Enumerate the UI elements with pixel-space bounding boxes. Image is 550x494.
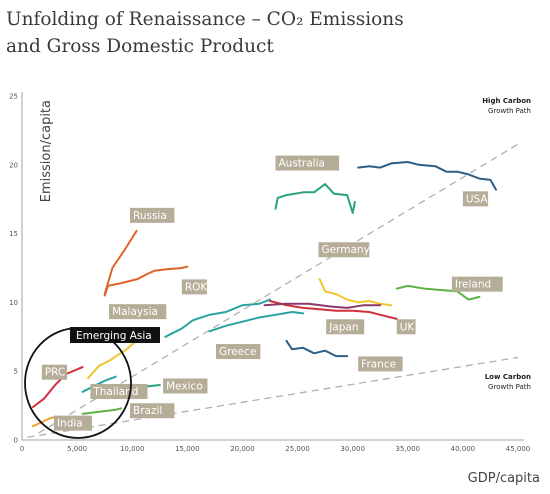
country-label-text: Germany bbox=[321, 244, 369, 256]
x-tick-label: 10,000 bbox=[120, 445, 145, 453]
country-label-text: Thailand bbox=[92, 386, 138, 398]
series-line bbox=[395, 284, 481, 301]
series-line bbox=[103, 265, 189, 297]
y-axis-label: Emission/capita bbox=[39, 100, 54, 202]
high-carbon-subtitle: Growth Path bbox=[488, 107, 531, 115]
y-tick-label: 10 bbox=[9, 299, 18, 307]
country-label-bg bbox=[318, 242, 370, 258]
country-label-bg bbox=[326, 319, 365, 335]
country-label: India bbox=[53, 415, 92, 431]
country-label-bg bbox=[130, 207, 175, 223]
y-tick-label: 5 bbox=[14, 368, 18, 376]
country-label-text: USA bbox=[466, 193, 489, 205]
country-label: Ireland bbox=[451, 276, 503, 292]
series-line bbox=[274, 183, 356, 214]
country-label: France bbox=[358, 356, 403, 372]
y-tick-label: 25 bbox=[9, 93, 18, 101]
x-tick-label: 5,000 bbox=[67, 445, 87, 453]
country-label-bg bbox=[53, 415, 92, 431]
country-label: Malaysia bbox=[109, 304, 167, 320]
reference-line bbox=[38, 143, 519, 434]
country-label-text: Malaysia bbox=[112, 306, 158, 318]
annotations: Emerging Asia High Carbon Growth Path Low C… bbox=[24, 97, 531, 439]
country-label-text: Japan bbox=[328, 321, 358, 333]
series-line bbox=[164, 298, 271, 338]
x-tick-label: 35,000 bbox=[396, 445, 421, 453]
country-label: USA bbox=[462, 191, 489, 207]
country-label-text: Australia bbox=[279, 158, 325, 170]
country-label-bg bbox=[163, 378, 208, 394]
low-carbon-title: Low Carbon bbox=[485, 373, 531, 381]
axes-group: 0 5,000 10,000 15,000 20,000 25,000 30,000 35,0… bbox=[9, 92, 540, 486]
x-tick-label: 0 bbox=[20, 445, 24, 453]
series-line bbox=[32, 366, 84, 408]
country-label-bg bbox=[396, 319, 416, 335]
y-tick-label: 20 bbox=[9, 161, 18, 169]
country-label: Greece bbox=[215, 344, 261, 360]
country-label-text: Greece bbox=[219, 346, 256, 358]
country-label: Mexico bbox=[163, 378, 208, 394]
country-label-text: France bbox=[361, 358, 396, 370]
title-line-2: and Gross Domestic Product bbox=[6, 36, 274, 57]
country-label-bg bbox=[275, 155, 340, 171]
reference-lines bbox=[27, 143, 519, 438]
series-line bbox=[103, 229, 138, 296]
series-line bbox=[81, 407, 123, 415]
country-label-text: UK bbox=[400, 321, 416, 333]
country-label-text: India bbox=[57, 418, 83, 430]
y-tick-label: 0 bbox=[14, 437, 18, 445]
emerging-asia-label-bg bbox=[70, 327, 160, 343]
x-tick-label: 20,000 bbox=[230, 445, 255, 453]
country-label: Germany bbox=[318, 242, 370, 258]
high-carbon-title: High Carbon bbox=[482, 97, 531, 105]
country-label-bg bbox=[109, 304, 167, 320]
x-axis-label: GDP/capita bbox=[468, 471, 540, 486]
country-label-bg bbox=[130, 403, 175, 419]
country-label-text: Brazil bbox=[133, 405, 162, 417]
country-label-bg bbox=[181, 279, 208, 295]
country-label-text: PRC bbox=[45, 367, 65, 379]
series-line bbox=[318, 278, 393, 307]
x-tick-label: 25,000 bbox=[285, 445, 310, 453]
series-line bbox=[208, 311, 305, 333]
series-line bbox=[81, 375, 117, 393]
country-label-bg bbox=[358, 356, 403, 372]
series-lines bbox=[32, 161, 497, 428]
country-label: Russia bbox=[130, 207, 175, 223]
reference-line bbox=[27, 356, 519, 438]
country-label: UK bbox=[396, 319, 416, 335]
series-line bbox=[269, 300, 398, 320]
emerging-asia-label: Emerging Asia bbox=[76, 330, 152, 342]
low-carbon-subtitle: Growth Path bbox=[488, 383, 531, 391]
country-label-bg bbox=[462, 191, 489, 207]
country-label-bg bbox=[451, 276, 503, 292]
x-tick-label: 15,000 bbox=[175, 445, 200, 453]
country-label: ROK bbox=[181, 279, 209, 295]
country-label-bg bbox=[41, 364, 68, 380]
country-label-text: Ireland bbox=[455, 279, 491, 291]
country-label: Japan bbox=[326, 319, 365, 335]
x-tick-label: 30,000 bbox=[340, 445, 365, 453]
country-label-text: Mexico bbox=[166, 380, 203, 392]
country-label-text: ROK bbox=[185, 281, 209, 293]
country-label: PRC bbox=[41, 364, 68, 380]
x-tick-label: 45,000 bbox=[506, 445, 531, 453]
title-line-1: Unfolding of Renaissance – CO₂ Emissions bbox=[6, 9, 404, 30]
country-labels: Russia Australia USA Germany Ireland ROK Malay… bbox=[41, 155, 503, 431]
series-line bbox=[285, 339, 349, 358]
country-label: Thailand bbox=[90, 383, 148, 399]
country-label-bg bbox=[215, 344, 261, 360]
country-label-text: Russia bbox=[133, 210, 167, 222]
series-line bbox=[357, 161, 497, 191]
page-title: Unfolding of Renaissance – CO₂ Emissions… bbox=[6, 6, 526, 60]
y-tick-label: 15 bbox=[9, 230, 18, 238]
series-line bbox=[263, 302, 382, 309]
country-label-bg bbox=[90, 383, 148, 399]
x-tick-label: 40,000 bbox=[451, 445, 476, 453]
country-label: Australia bbox=[275, 155, 340, 171]
country-label: Brazil bbox=[130, 403, 175, 419]
